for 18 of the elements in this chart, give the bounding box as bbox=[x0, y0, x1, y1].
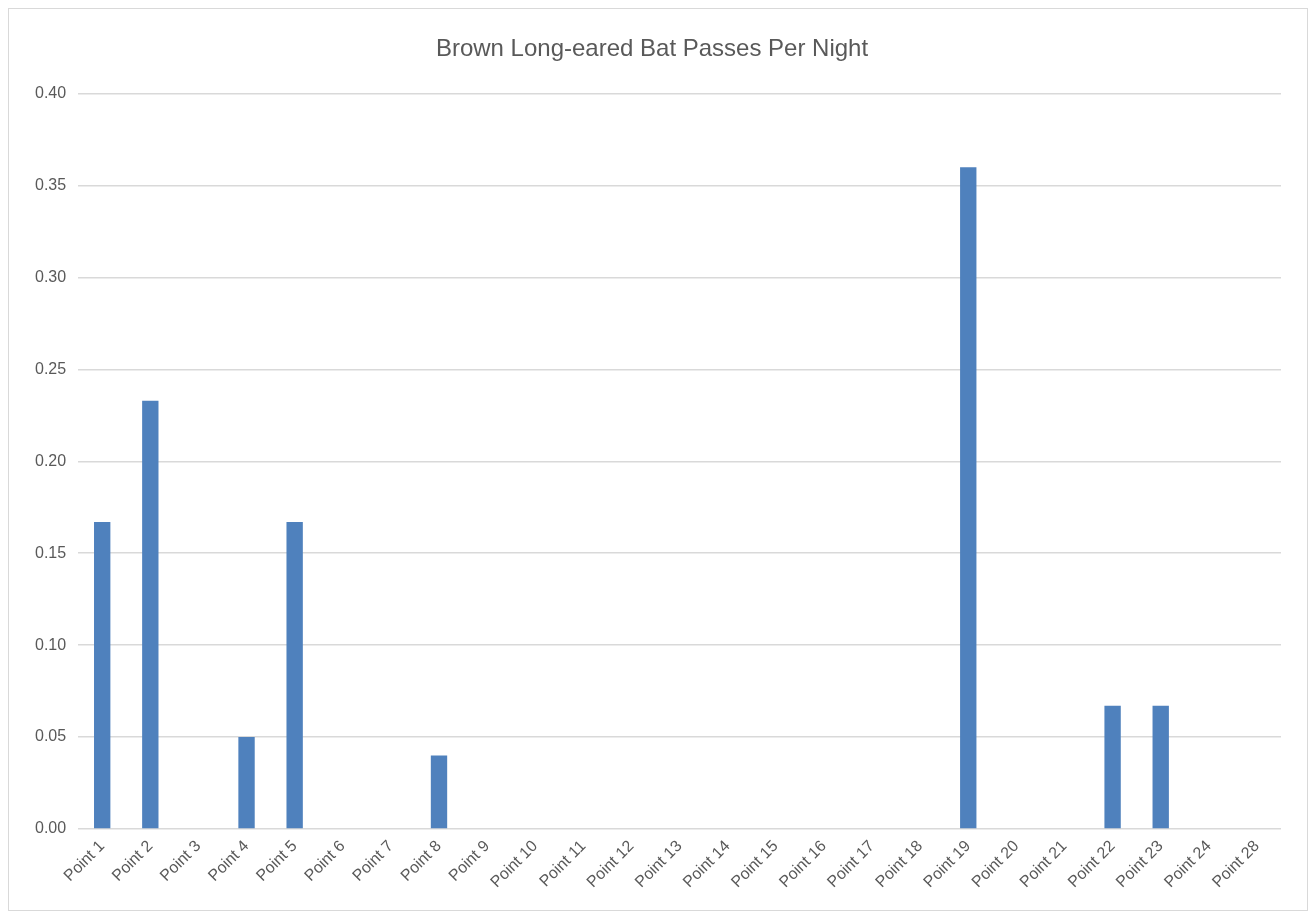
y-tick-label: 0.15 bbox=[35, 543, 67, 561]
y-tick-label: 0.05 bbox=[35, 727, 67, 745]
y-tick-label: 0.40 bbox=[35, 84, 67, 102]
y-tick-label: 0.00 bbox=[35, 819, 67, 837]
y-tick-label: 0.20 bbox=[35, 451, 67, 469]
bar bbox=[286, 522, 303, 829]
bar bbox=[1104, 705, 1121, 829]
y-tick-label: 0.25 bbox=[35, 359, 67, 377]
bar bbox=[960, 167, 977, 829]
bar bbox=[142, 400, 159, 829]
bar bbox=[430, 755, 448, 829]
bar bbox=[238, 737, 255, 829]
chart-title: Brown Long-eared Bat Passes Per Night bbox=[435, 34, 869, 62]
y-tick-label: 0.10 bbox=[35, 635, 67, 653]
y-tick-label: 0.30 bbox=[35, 267, 67, 285]
bar bbox=[94, 522, 111, 829]
bar bbox=[1152, 705, 1169, 829]
y-tick-label: 0.35 bbox=[35, 176, 67, 194]
